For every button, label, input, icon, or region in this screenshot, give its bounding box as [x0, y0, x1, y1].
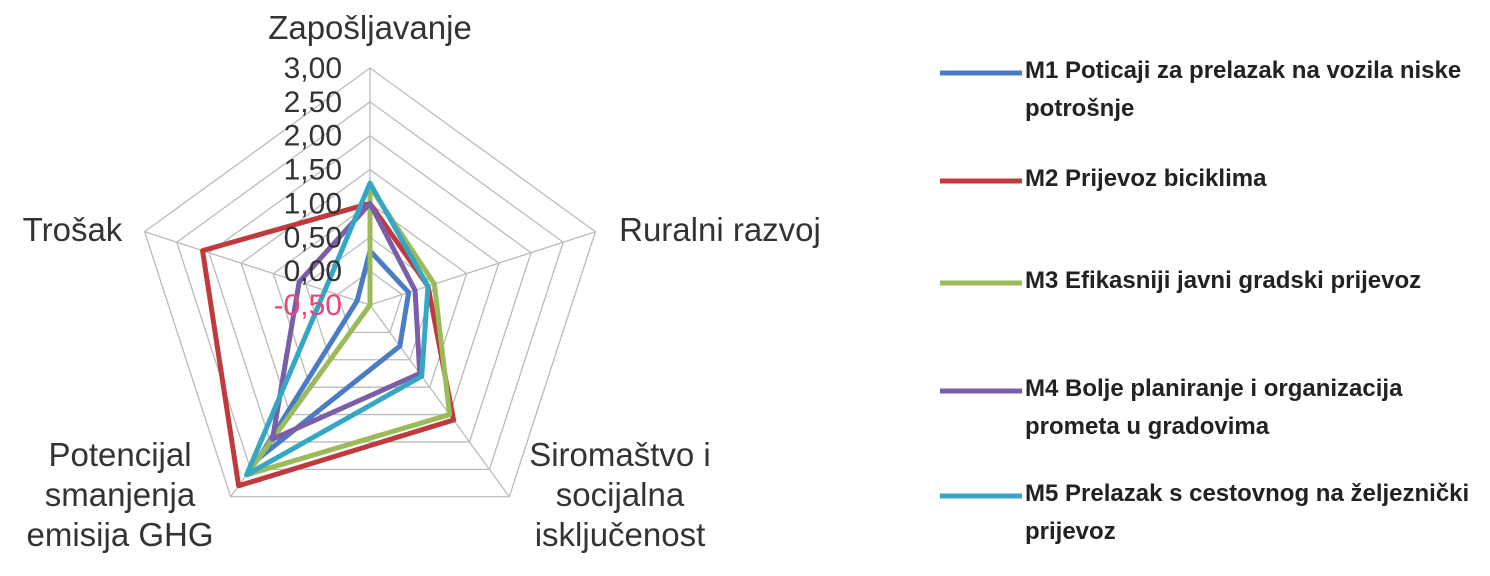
category-label: Ruralni razvoj [619, 211, 821, 248]
grid-ring [240, 168, 500, 416]
category-label: Zapošljavanje [268, 9, 472, 46]
y-tick-label: 1,00 [284, 187, 342, 220]
grid-ring [337, 270, 403, 334]
y-tick-label: 2,00 [284, 120, 342, 153]
category-label: Siromaštvo i socijalna isključenost [529, 436, 711, 553]
legend-label: M1 Poticaji za prelazak na vozila niske … [1025, 57, 1462, 122]
grid-ring [143, 67, 597, 498]
y-tick-label: -0,50 [274, 289, 342, 322]
grid-ring [272, 202, 468, 388]
series-line [256, 248, 412, 461]
grid-ring [208, 134, 532, 443]
y-tick-label: 0,50 [284, 221, 342, 254]
y-tick-label: 3,00 [284, 52, 342, 85]
legend-label: M4 Bolje planiranje i organizacija prome… [1025, 375, 1403, 440]
y-tick-label: 2,50 [284, 86, 342, 119]
category-label: Potencijal smanjenja emisija GHG [26, 436, 214, 553]
y-tick-label: 1,50 [284, 154, 342, 187]
series-line [269, 200, 423, 442]
legend-label: M3 Efikasniji javni gradski prijevoz [1025, 267, 1422, 294]
legend-label: M2 Prijevoz biciklima [1025, 165, 1267, 192]
grid-ring [176, 101, 564, 470]
series-line [244, 180, 431, 478]
spoke [144, 231, 371, 306]
y-tick-label: 0,00 [284, 255, 342, 288]
series-line [244, 184, 453, 478]
legend-label: M5 Prelazak s cestovnog na željeznički p… [1025, 480, 1470, 545]
category-label: Trošak [22, 211, 123, 248]
spoke [369, 304, 510, 498]
